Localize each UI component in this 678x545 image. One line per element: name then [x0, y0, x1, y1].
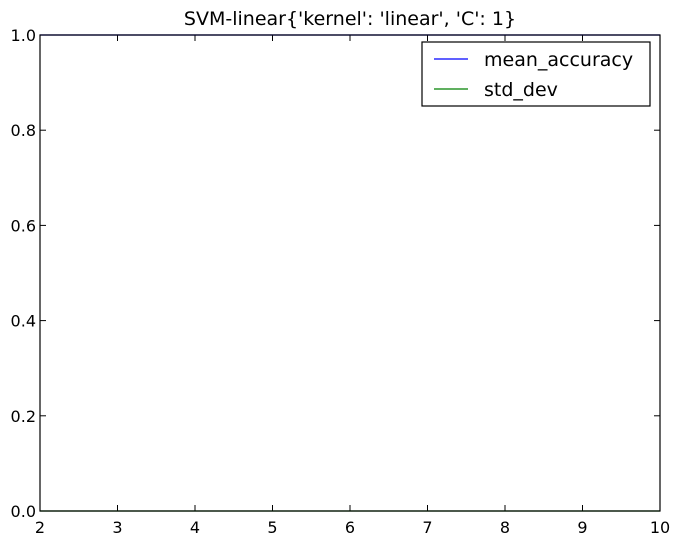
legend: mean_accuracy std_dev [421, 41, 651, 107]
plot-frame [39, 34, 661, 512]
y-axis-ticks: 0.0 0.2 0.4 0.6 0.8 1.0 [11, 26, 660, 521]
x-tick-label: 3 [112, 518, 122, 537]
y-tick-label: 0.6 [11, 216, 36, 235]
x-tick-label: 2 [35, 518, 45, 537]
legend-box [421, 41, 651, 107]
x-tick-label: 6 [345, 518, 355, 537]
x-tick-label: 5 [267, 518, 277, 537]
y-tick-label: 0.2 [11, 407, 36, 426]
legend-label: mean_accuracy [484, 49, 633, 71]
y-tick-label: 0.4 [11, 312, 36, 331]
y-tick-label: 0.0 [11, 502, 36, 521]
x-tick-label: 9 [577, 518, 587, 537]
y-tick-label: 0.8 [11, 121, 36, 140]
x-tick-label: 4 [190, 518, 200, 537]
chart-title: SVM-linear{'kernel': 'linear', 'C': 1} [184, 8, 516, 30]
x-tick-label: 8 [500, 518, 510, 537]
legend-label: std_dev [484, 79, 558, 101]
x-tick-label: 10 [650, 518, 670, 537]
y-tick-label: 1.0 [11, 26, 36, 45]
x-tick-label: 7 [422, 518, 432, 537]
